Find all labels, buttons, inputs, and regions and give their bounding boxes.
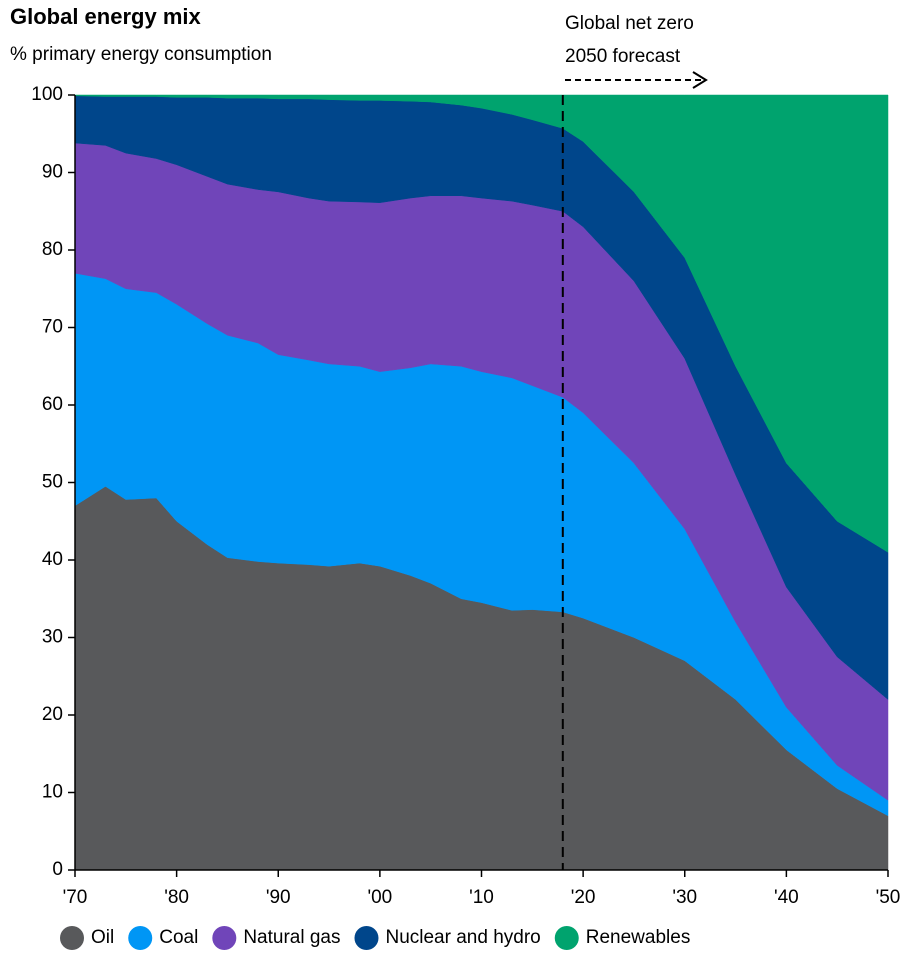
legend-label: Oil [91,927,114,948]
annotation-arrow [565,71,708,89]
legend-swatch [554,926,579,950]
annotation: Global net zero [565,13,694,34]
legend-label: Natural gas [243,927,340,948]
x-tick-label: '90 [266,887,291,908]
y-tick-label: 40 [42,549,63,570]
legend-swatch [60,926,84,950]
x-tick-label: '80 [164,887,189,908]
legend-label: Renewables [586,927,691,948]
legend-swatch [128,926,153,950]
x-tick-label: '00 [367,887,392,908]
chart-subtitle: % primary energy consumption [10,44,272,65]
legend-swatch [354,926,379,950]
x-tick-label: '70 [63,887,88,908]
legend-label: Nuclear and hydro [385,927,540,948]
y-tick-label: 80 [42,239,63,260]
x-tick-label: '20 [571,887,596,908]
y-tick-label: 30 [42,627,63,648]
y-tick-label: 90 [42,162,63,183]
x-tick-label: '50 [876,887,901,908]
legend-swatch [212,926,237,950]
chart-title: Global energy mix [10,4,201,29]
y-tick-label: 50 [42,472,63,493]
annotation: 2050 forecast [565,46,681,67]
x-tick-label: '30 [672,887,697,908]
y-tick-label: 0 [52,859,63,880]
legend-label: Coal [159,927,198,948]
y-tick-label: 10 [42,782,63,803]
y-tick-label: 100 [31,84,63,105]
y-tick-label: 20 [42,704,63,725]
x-tick-label: '40 [774,887,799,908]
y-tick-label: 70 [42,317,63,338]
area [74,94,889,553]
y-tick-label: 60 [42,394,63,415]
x-tick-label: '10 [469,887,494,908]
